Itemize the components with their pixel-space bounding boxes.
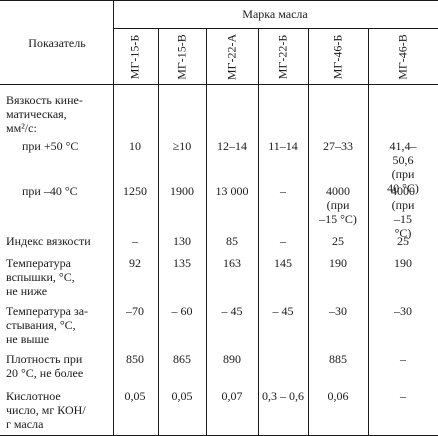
table-cell: 130 <box>173 234 191 248</box>
grade-header: МГ-22-Б <box>275 34 290 80</box>
plus50-label: при +50 °С <box>22 139 79 153</box>
column-divider <box>308 28 309 436</box>
table-cell: 135 <box>173 256 191 270</box>
table-cell: 4000 (при –15 °С) <box>391 184 415 240</box>
column-divider <box>258 28 259 436</box>
column-divider <box>113 0 114 436</box>
table-cell: 0,3 – 0,6 <box>262 389 304 403</box>
table-cell: 865 <box>173 352 191 366</box>
table-cell: – 45 <box>272 304 294 318</box>
table-cell: 0,05 <box>171 389 193 403</box>
density-label: Плотность при 20 °С, не более <box>6 352 84 380</box>
table-cell: 0,06 <box>327 389 349 403</box>
table-cell: – <box>132 234 138 248</box>
table-cell: 0,05 <box>124 389 146 403</box>
table-cell: –30 <box>394 304 412 318</box>
grade-header: МГ-46-Б <box>330 34 345 80</box>
table-cell: 850 <box>126 352 144 366</box>
index-label: Индекс вязкости <box>6 234 91 248</box>
table-cell: 12–14 <box>217 139 247 153</box>
table-cell: 11–14 <box>268 139 298 153</box>
brand-group-header: Марка масла <box>242 7 308 21</box>
table-cell: 27–33 <box>323 139 353 153</box>
table-cell: 92 <box>129 256 141 270</box>
table-cell: 25 <box>397 234 409 248</box>
acid-label: Кислотное число, мг КОН/ г масла <box>6 389 86 431</box>
table-cell: 145 <box>274 256 292 270</box>
table-cell: –70 <box>126 304 144 318</box>
table-cell: ≥10 <box>172 139 192 153</box>
table-cell: –30 <box>329 304 347 318</box>
minus40-label: при –40 °С <box>22 184 78 198</box>
table-cell: – 60 <box>171 304 193 318</box>
grades-subheader-rule <box>114 28 438 29</box>
table-cell: 163 <box>223 256 241 270</box>
table-cell: 85 <box>226 234 238 248</box>
viscosity-label: Вязкость кине- матическая, мм²/с: <box>6 93 83 135</box>
table-cell: – <box>280 234 286 248</box>
indicator-header: Показатель <box>28 36 86 50</box>
grade-header: МГ-15-В <box>174 34 189 80</box>
table-cell: 10 <box>129 139 141 153</box>
flash-label: Температура вспышки, °С, не ниже <box>6 256 75 298</box>
column-divider <box>368 28 369 436</box>
column-divider <box>206 28 207 436</box>
table-cell: 190 <box>394 256 412 270</box>
table-cell: 885 <box>329 352 347 366</box>
grade-header: МГ-46-В <box>395 34 410 80</box>
table-cell: – <box>400 352 406 366</box>
table-cell: – <box>400 389 406 403</box>
header-bottom-rule <box>0 84 438 85</box>
table-cell: 190 <box>329 256 347 270</box>
table-cell: 4000 (при –15 °С) <box>319 184 357 226</box>
grade-header: МГ-22-А <box>224 33 239 81</box>
table-cell: 890 <box>223 352 241 366</box>
table-cell: – 45 <box>221 304 243 318</box>
table-cell: 13 000 <box>215 184 249 198</box>
table-cell: 25 <box>332 234 344 248</box>
table-cell: 1900 <box>170 184 194 198</box>
pour-label: Температура за- стывания, °С, не выше <box>6 304 89 346</box>
table-top-rule <box>0 0 438 1</box>
table-cell: 41,4–50,6 (при 40 °С) <box>387 139 419 195</box>
column-divider <box>158 28 159 436</box>
table-cell: 0,07 <box>221 389 243 403</box>
table-cell: – <box>280 184 286 198</box>
grade-header: МГ-15-Б <box>127 34 142 80</box>
table-cell: 1250 <box>123 184 147 198</box>
